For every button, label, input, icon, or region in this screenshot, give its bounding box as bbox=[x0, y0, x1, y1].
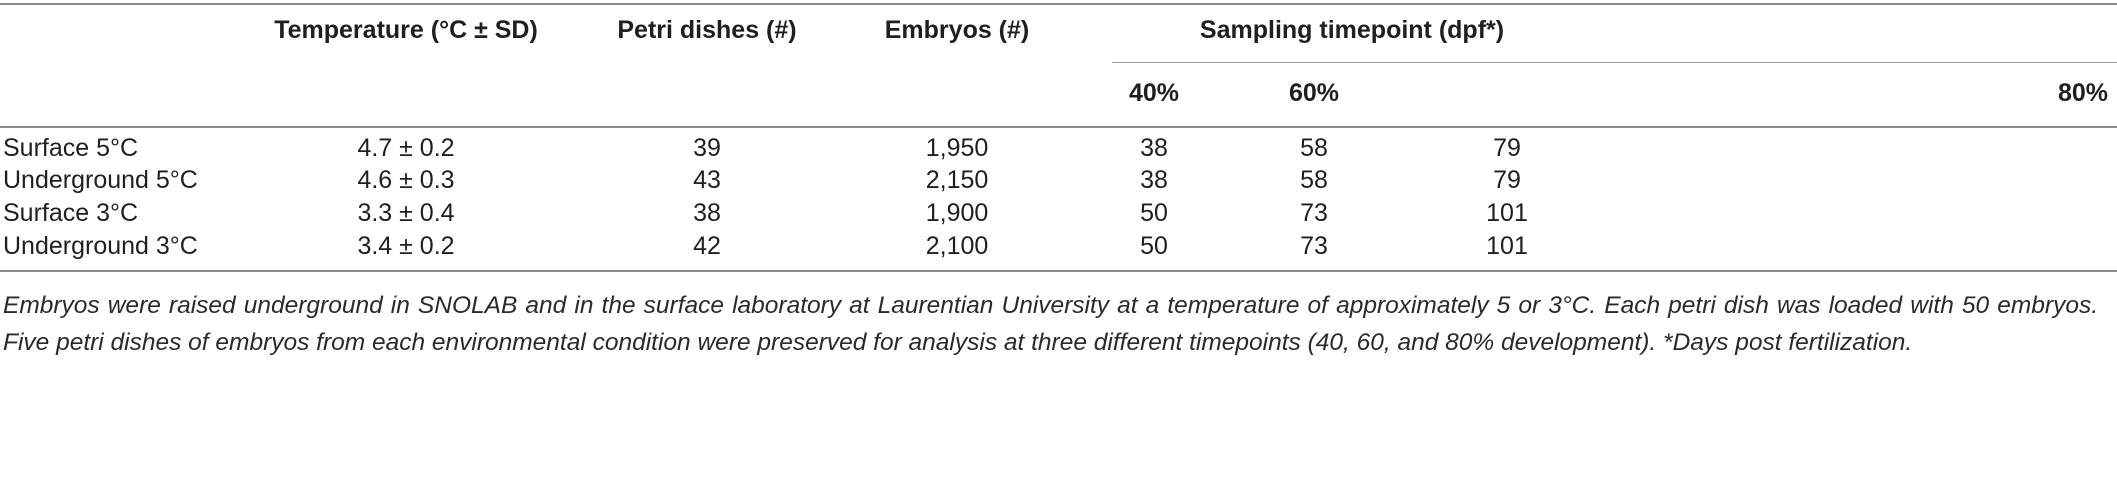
petri-cell: 42 bbox=[693, 232, 721, 260]
top-rule bbox=[0, 3, 2117, 5]
t80-cell: 79 bbox=[1493, 134, 1521, 162]
header-rule bbox=[0, 126, 2117, 128]
temperature-cell: 4.7 ± 0.2 bbox=[357, 134, 455, 162]
row-label: Underground 5°C bbox=[3, 166, 198, 194]
embryos-cell: 2,150 bbox=[925, 166, 989, 194]
t60-cell: 73 bbox=[1300, 232, 1328, 260]
row-label: Surface 3°C bbox=[3, 199, 139, 227]
embryos-cell: 1,900 bbox=[925, 199, 989, 227]
t40-cell: 50 bbox=[1140, 232, 1168, 260]
t60-cell: 73 bbox=[1300, 199, 1328, 227]
t60-cell: 58 bbox=[1300, 166, 1328, 194]
header-sampling-timepoint: Sampling timepoint (dpf*) bbox=[1199, 16, 1505, 44]
temperature-cell: 3.3 ± 0.4 bbox=[357, 199, 455, 227]
t80-cell: 101 bbox=[1486, 232, 1528, 260]
bottom-rule bbox=[0, 270, 2117, 272]
header-40: 40% bbox=[1128, 79, 1180, 107]
embryos-cell: 2,100 bbox=[925, 232, 989, 260]
header-80: 80% bbox=[2057, 79, 2108, 107]
row-label: Surface 5°C bbox=[3, 134, 139, 162]
header-petri-dishes: Petri dishes (#) bbox=[617, 16, 797, 44]
t40-cell: 38 bbox=[1140, 166, 1168, 194]
t80-cell: 79 bbox=[1493, 166, 1521, 194]
table-footnote: Embryos were raised underground in SNOLA… bbox=[3, 292, 2098, 356]
t40-cell: 38 bbox=[1140, 134, 1168, 162]
header-60: 60% bbox=[1288, 79, 1340, 107]
temperature-cell: 4.6 ± 0.3 bbox=[357, 166, 455, 194]
embryos-cell: 1,950 bbox=[925, 134, 989, 162]
t80-cell: 101 bbox=[1486, 199, 1528, 227]
t60-cell: 58 bbox=[1300, 134, 1328, 162]
petri-cell: 43 bbox=[693, 166, 721, 194]
petri-cell: 39 bbox=[693, 134, 721, 162]
header-embryos: Embryos (#) bbox=[884, 16, 1030, 44]
sampling-underline bbox=[1112, 62, 2117, 63]
t40-cell: 50 bbox=[1140, 199, 1168, 227]
temperature-cell: 3.4 ± 0.2 bbox=[357, 232, 455, 260]
row-label: Underground 3°C bbox=[3, 232, 198, 260]
header-temperature: Temperature (°C ± SD) bbox=[274, 16, 538, 44]
petri-cell: 38 bbox=[693, 199, 721, 227]
